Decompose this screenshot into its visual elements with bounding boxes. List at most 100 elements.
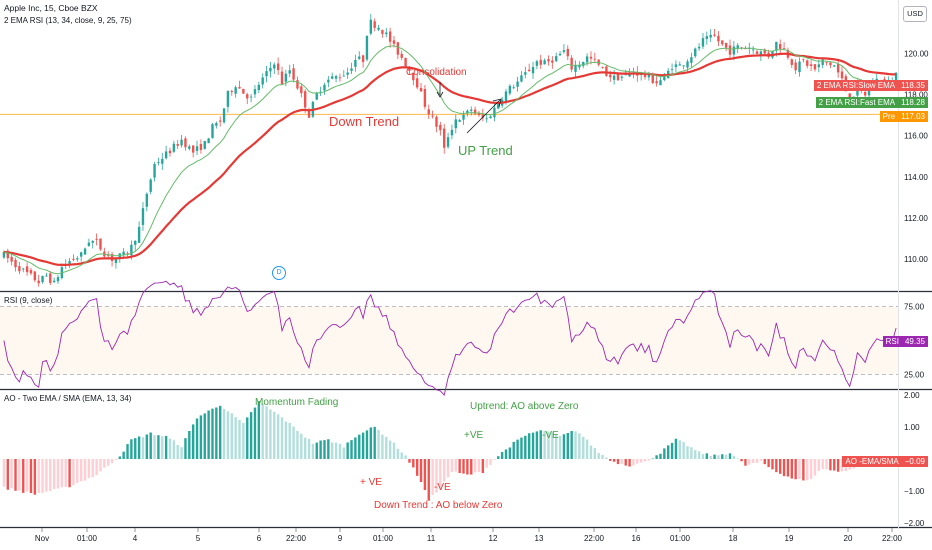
candle-body (385, 32, 388, 35)
uptrend-ao-label: Uptrend: AO above Zero (470, 401, 579, 412)
ao-bar (512, 441, 515, 459)
candle (361, 54, 365, 68)
candle-body (242, 88, 245, 94)
ao-bar (643, 459, 647, 462)
candle-body (605, 66, 608, 76)
ao-bar (493, 459, 496, 460)
candle (655, 75, 658, 87)
candle (458, 118, 461, 122)
rsi-pane-title[interactable]: RSI (9, close) (4, 296, 53, 305)
dividend-marker[interactable]: D (272, 266, 286, 280)
candle (103, 247, 106, 258)
candle (531, 61, 535, 79)
candle (257, 81, 261, 94)
candle-body (446, 137, 450, 147)
ao-bar (423, 459, 427, 491)
ao-bar (307, 438, 311, 459)
ao-bar (636, 459, 639, 464)
candle-body (6, 250, 9, 259)
ao-bar (219, 405, 222, 459)
ao-bar (690, 447, 693, 459)
candle (249, 93, 253, 103)
candle-body (836, 64, 840, 73)
candle (782, 42, 786, 49)
candle-body (91, 240, 94, 243)
candle (242, 88, 245, 94)
ao-bar (744, 459, 747, 466)
candle-body (450, 129, 454, 136)
ao-bar (149, 432, 152, 459)
ao-bar (670, 442, 674, 459)
candle-body (558, 53, 562, 56)
price-tick-label: 112.00 (904, 214, 928, 223)
candle-body (72, 258, 75, 260)
ao-bar (64, 459, 67, 487)
time-tick-label: 11 (427, 534, 436, 543)
candle-body (331, 76, 334, 79)
ao-bar (570, 430, 573, 459)
candle-body (473, 109, 477, 114)
candle (141, 202, 145, 231)
candle-body (68, 261, 71, 264)
candle-body (462, 114, 465, 120)
candle (520, 71, 523, 83)
candle (551, 56, 554, 69)
candle (246, 92, 249, 105)
ao-bar (130, 439, 133, 459)
candle-body (454, 119, 457, 129)
candle (164, 145, 168, 160)
ao-tick-label: −1.00 (904, 487, 925, 496)
ao-bar (385, 436, 388, 459)
candle-body (2, 251, 6, 258)
candle (829, 61, 832, 69)
ao-pane-title[interactable]: AO - Two EMA / SMA (EMA, 13, 34) (4, 394, 132, 403)
candle (443, 123, 446, 154)
ao-bar (238, 419, 241, 459)
candle-body (334, 76, 338, 79)
ao-bar (740, 459, 743, 462)
slow-ema-tag-label: 2 EMA RSI:Slow EMA (813, 80, 899, 91)
candle-body (14, 259, 17, 268)
candle-body (659, 80, 662, 86)
candle (701, 32, 705, 50)
ao-bar (755, 459, 759, 463)
candle-body (161, 158, 164, 164)
candle (153, 161, 156, 182)
candle (22, 267, 25, 273)
candle-body (616, 73, 620, 81)
candle-body (292, 68, 295, 80)
candle (705, 31, 709, 45)
indicator-legend[interactable]: 2 EMA RSI (13, 34, close, 9, 25, 75) (4, 16, 132, 25)
candle-body (670, 69, 674, 70)
candle-body (261, 77, 264, 85)
candle-body (137, 226, 141, 243)
ao-tag: AO -EMA/SMA −0.09 (842, 456, 928, 467)
candle-body (141, 208, 145, 225)
candle-body (284, 73, 288, 82)
candle-body (388, 31, 392, 42)
candle-body (790, 59, 793, 65)
candle (535, 59, 539, 70)
candle (288, 64, 291, 78)
ao-bar (454, 459, 457, 472)
ao-bar (87, 459, 91, 478)
candle-body (29, 270, 33, 274)
candle (396, 41, 400, 60)
ao-bar (566, 432, 569, 459)
candle (539, 54, 542, 70)
pre-market-tag-value: 117.03 (898, 111, 928, 122)
candle (207, 137, 210, 144)
candle (527, 63, 531, 72)
candle-body (273, 64, 276, 69)
candle-body (724, 42, 728, 48)
ao-bar (562, 434, 566, 459)
candle-body (466, 110, 469, 113)
currency-button[interactable]: USD (903, 6, 927, 22)
candle (41, 275, 44, 284)
candle-body (207, 138, 210, 144)
ao-bar (346, 442, 349, 459)
candle-body (25, 266, 29, 273)
ao-bar (168, 438, 172, 459)
candle-body (41, 275, 44, 283)
